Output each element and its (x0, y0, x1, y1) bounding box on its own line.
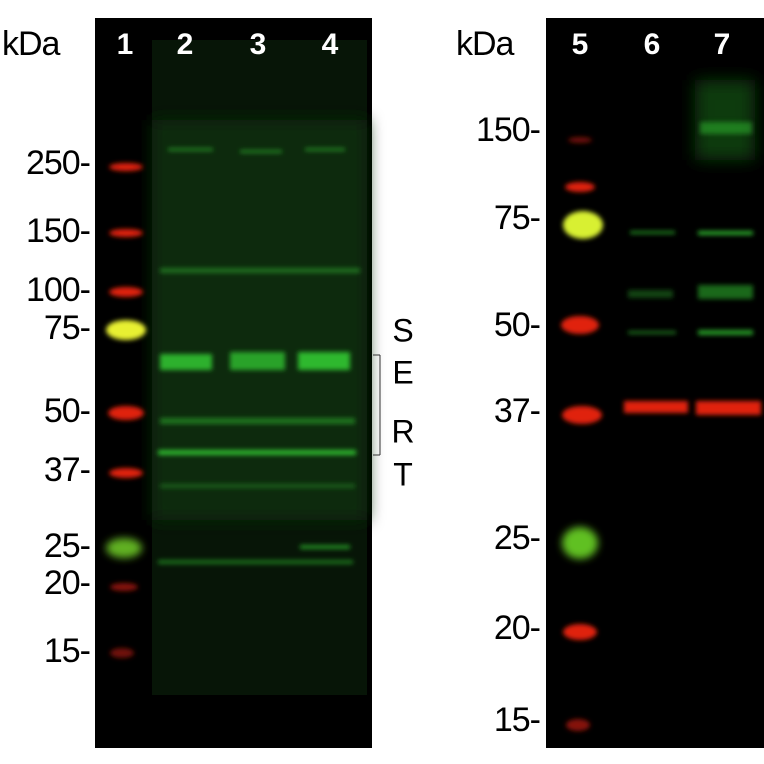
marker-label: 15- (44, 632, 90, 670)
marker-label: 75- (44, 309, 90, 347)
marker-label: 37- (44, 451, 90, 489)
right-gel (546, 18, 764, 748)
lane-number: 5 (572, 28, 589, 61)
marker-label: 75- (494, 199, 540, 237)
marker-label: 25- (44, 527, 90, 565)
marker-label: 20- (494, 609, 540, 647)
unit-label: kDa (2, 25, 61, 63)
lane-number: 1 (117, 28, 134, 61)
marker-label: 250- (26, 144, 90, 182)
band-label: S (392, 312, 413, 348)
band-label: E (392, 354, 413, 390)
marker-label: 37- (494, 392, 540, 430)
lane-number: 6 (644, 28, 661, 61)
marker-label: 25- (494, 519, 540, 557)
marker-label: 15- (494, 701, 540, 739)
band-label: T (393, 456, 413, 492)
marker-label: 50- (44, 392, 90, 430)
band-label: R (391, 413, 414, 449)
left-gel (95, 18, 372, 748)
lane-number: 2 (177, 28, 194, 61)
marker-label: 150- (26, 212, 90, 250)
lane-number: 4 (322, 28, 339, 61)
lane-number: 7 (714, 28, 731, 61)
marker-label: 50- (494, 306, 540, 344)
unit-label: kDa (456, 25, 515, 63)
marker-label: 150- (476, 111, 540, 149)
lane-number: 3 (250, 28, 267, 61)
marker-label: 20- (44, 564, 90, 602)
marker-label: 100- (26, 271, 90, 309)
